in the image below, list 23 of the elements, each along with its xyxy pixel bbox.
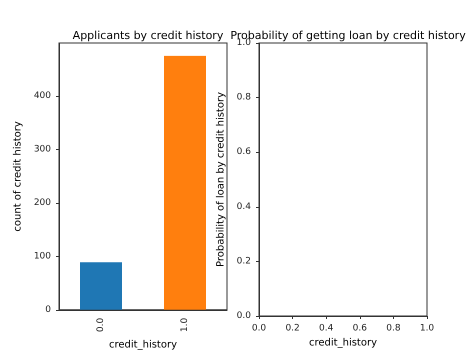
x-tick-label: 0.0 bbox=[96, 318, 106, 332]
y-tick-label: 0.6 bbox=[236, 147, 252, 158]
x-tick-label: 0.8 bbox=[386, 324, 401, 334]
y-tick-label: 100 bbox=[34, 251, 52, 262]
y-tick-label: 0.8 bbox=[236, 92, 252, 103]
y-tick-label: 0.4 bbox=[236, 202, 252, 212]
y-tick-label: 0 bbox=[45, 304, 52, 315]
chart-title: Applicants by credit history bbox=[72, 29, 224, 42]
y-tick-label: 0.0 bbox=[236, 311, 252, 321]
y-axis-title: Probability of loan by credit history bbox=[215, 92, 226, 268]
x-tick-label: 0.2 bbox=[285, 324, 300, 334]
x-tick-label: 1.0 bbox=[420, 324, 434, 334]
y-tick-label: 300 bbox=[34, 144, 52, 154]
x-axis-title: credit_history bbox=[109, 340, 178, 350]
x-axis-title: credit_history bbox=[309, 337, 378, 348]
x-tick-label: 0.4 bbox=[319, 324, 334, 334]
y-tick-label: 200 bbox=[34, 198, 52, 208]
x-tick-label: 1.0 bbox=[180, 318, 190, 332]
y-tick-label: 400 bbox=[34, 90, 52, 101]
y-tick-label: 0.2 bbox=[236, 256, 251, 266]
y-axis-title: count of credit history bbox=[12, 121, 24, 232]
x-tick-label: 0.6 bbox=[352, 324, 368, 334]
x-tick-label: 0.0 bbox=[252, 324, 266, 334]
